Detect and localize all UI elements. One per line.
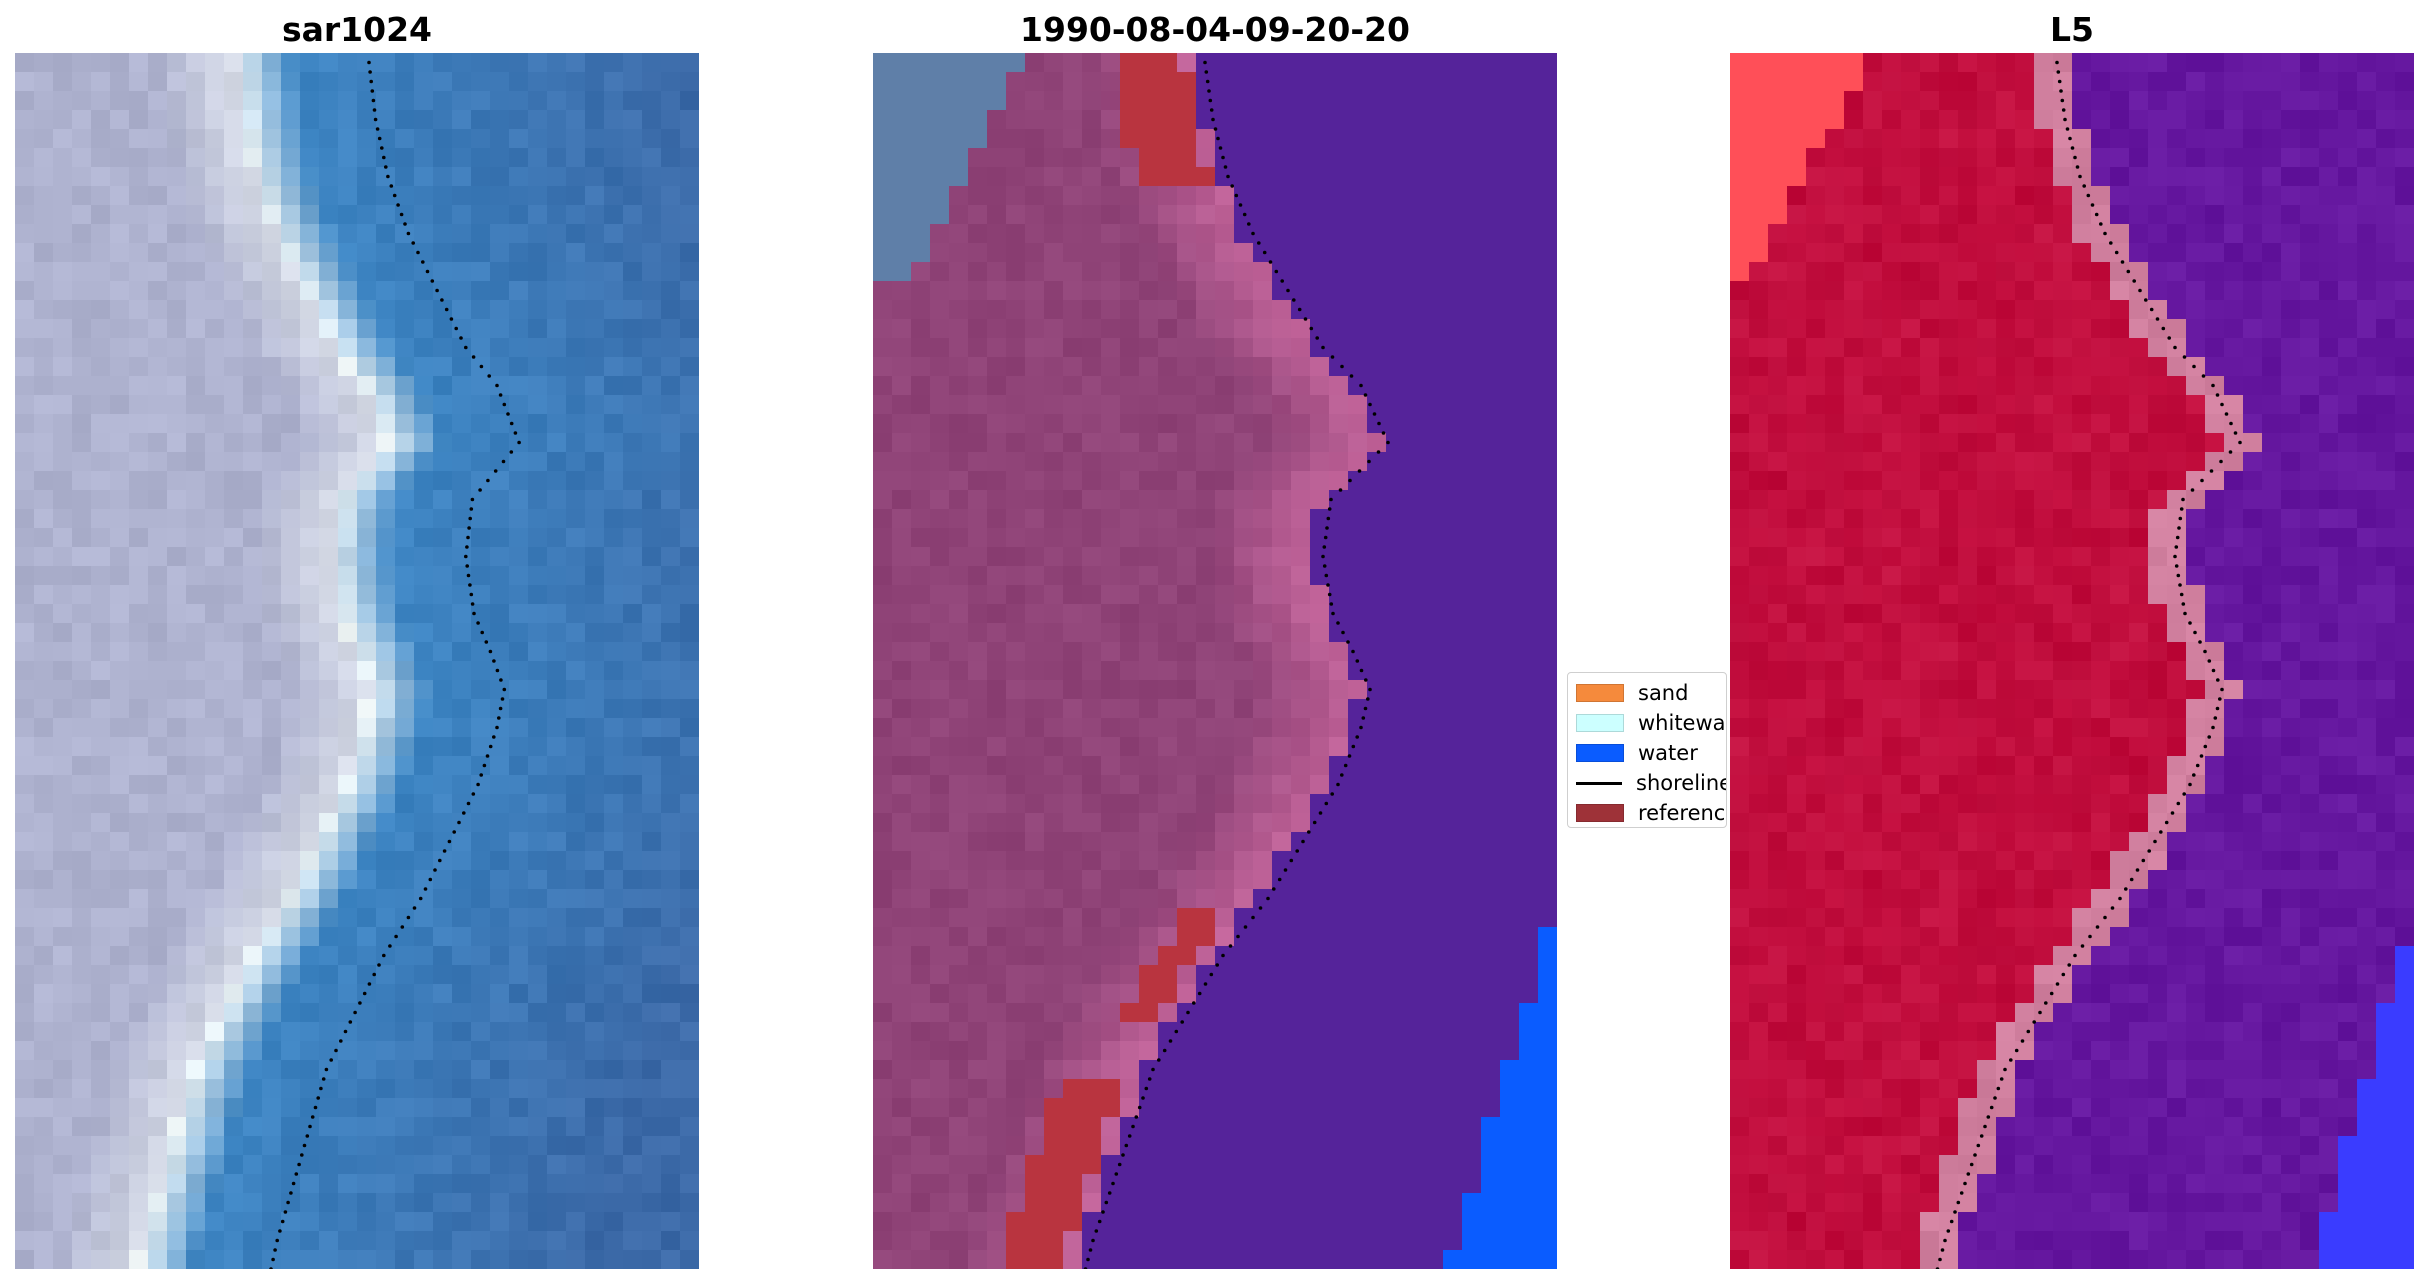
legend-label-whitewater: whitewater [1638, 711, 1726, 735]
legend-item-shoreline: shoreline [1576, 771, 1727, 795]
legend-swatch-sand [1576, 684, 1624, 702]
legend: sand whitewater water shoreline referenc… [1567, 672, 1727, 828]
legend-swatch-whitewater [1576, 714, 1624, 732]
classified-image [873, 53, 1557, 1269]
band-image-panel [1730, 53, 2414, 1269]
legend-label-reference: reference [1638, 801, 1726, 825]
legend-item-sand: sand [1576, 681, 1688, 705]
panel-title-sar: sar1024 [281, 10, 433, 49]
legend-swatch-reference [1576, 804, 1624, 822]
legend-swatch-water [1576, 744, 1624, 762]
panel-title-classified: 1990-08-04-09-20-20 [1020, 10, 1410, 49]
sar-image-panel [15, 53, 699, 1269]
panel-title-band: L5 [2050, 10, 2094, 49]
sar-image [15, 53, 699, 1269]
legend-label-shoreline: shoreline [1636, 771, 1727, 795]
legend-label-water: water [1638, 741, 1698, 765]
band-image [1730, 53, 2414, 1269]
legend-label-sand: sand [1638, 681, 1689, 705]
legend-item-water: water [1576, 741, 1698, 765]
legend-item-whitewater: whitewater [1576, 711, 1726, 735]
classified-image-panel [873, 53, 1557, 1269]
legend-line-shoreline [1576, 781, 1622, 785]
legend-item-reference: reference [1576, 801, 1726, 825]
